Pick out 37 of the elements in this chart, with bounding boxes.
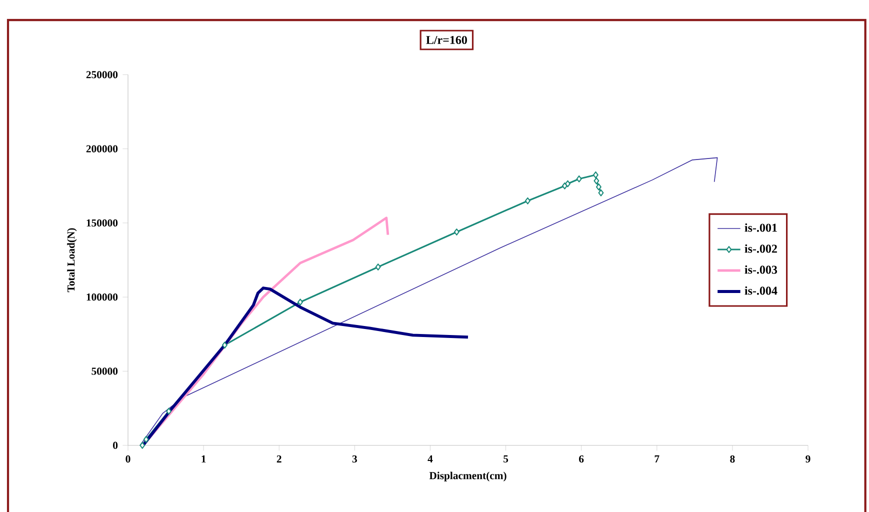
y-tick-label: 50000 xyxy=(92,368,118,375)
point xyxy=(375,264,381,270)
x-tick-label: 5 xyxy=(504,455,508,462)
x-tick-label: 7 xyxy=(654,455,660,462)
y-tick-label: 100000 xyxy=(86,293,118,301)
y-axis-title: Total Load(N) xyxy=(67,228,77,292)
chart-title: L/r=160 xyxy=(426,36,467,44)
x-tick-label: 4 xyxy=(428,455,433,462)
legend-label: is-.003 xyxy=(744,265,778,274)
x-tick-label: 3 xyxy=(352,455,357,463)
point xyxy=(222,342,228,349)
point xyxy=(454,228,460,236)
point xyxy=(598,189,604,196)
point xyxy=(140,442,146,449)
x-tick-label: 2 xyxy=(276,455,282,462)
point xyxy=(298,298,303,306)
x-tick-label: 8 xyxy=(730,455,735,463)
y-tick-label: 200000 xyxy=(86,145,118,152)
x-axis-title: Displacment(cm) xyxy=(429,472,506,482)
legend-label: is-.004 xyxy=(744,286,778,295)
point xyxy=(594,177,600,184)
y-tick-label: 250000 xyxy=(86,71,118,78)
point xyxy=(565,180,570,188)
y-tick-label: 0 xyxy=(113,442,118,449)
point xyxy=(524,197,530,204)
point xyxy=(596,183,602,190)
x-tick-label: 6 xyxy=(579,455,584,463)
x-tick-label: 1 xyxy=(202,455,206,462)
point xyxy=(143,436,149,443)
x-tick-label: 0 xyxy=(126,455,130,463)
point xyxy=(592,171,598,178)
point xyxy=(576,175,582,182)
y-tick-label: 150000 xyxy=(86,219,118,227)
point xyxy=(166,408,172,415)
legend-label: is-.001 xyxy=(744,223,777,232)
x-tick-label: 9 xyxy=(806,455,810,463)
legend-label: is-.002 xyxy=(744,244,777,253)
